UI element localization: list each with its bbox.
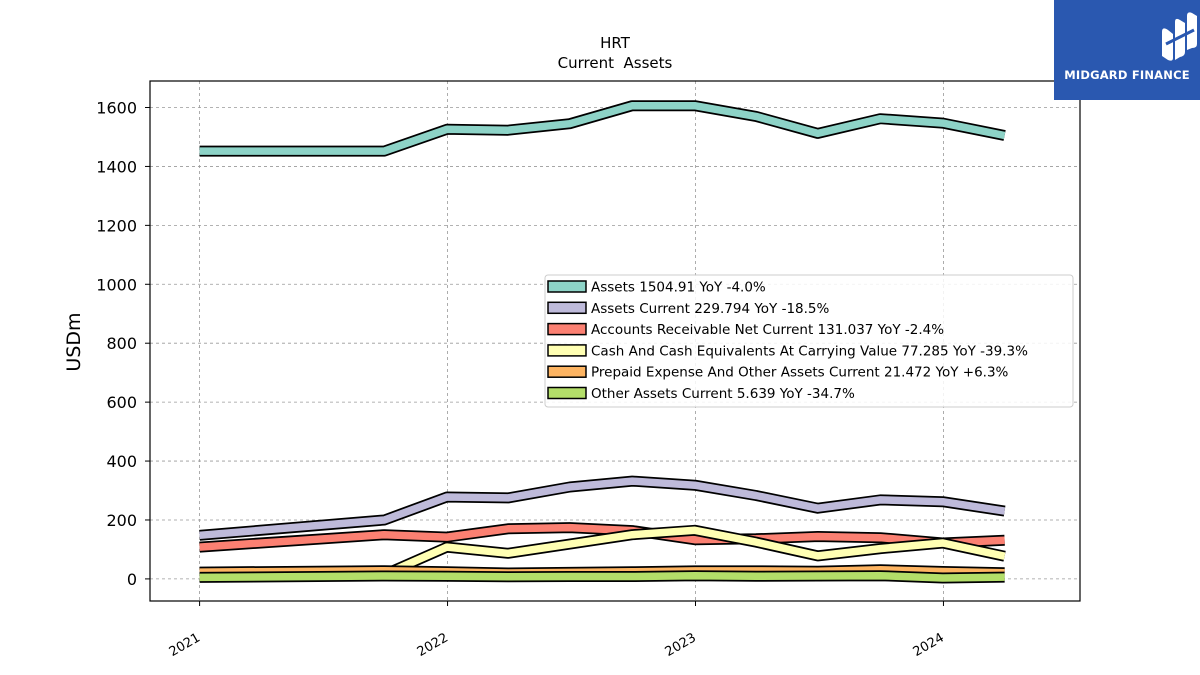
y-tick-label: 1000 (96, 275, 137, 294)
legend-swatch (547, 322, 587, 336)
x-tick-label: 2024 (911, 630, 947, 660)
y-tick-label: 200 (106, 511, 137, 530)
logo-mark-icon (1162, 12, 1197, 61)
series-line-1 (199, 100, 1006, 157)
series-line-4 (382, 524, 1006, 580)
legend-label: Assets Current 229.794 YoY -18.5% (591, 301, 830, 317)
series-fill (199, 101, 1006, 155)
series-fill (199, 477, 1006, 540)
legend-label: Cash And Cash Equivalents At Carrying Va… (591, 343, 1028, 359)
legend-box (544, 274, 1074, 408)
legend-swatch (547, 301, 587, 315)
x-tick-label: 2022 (415, 630, 451, 660)
legend-label: Prepaid Expense And Other Assets Current… (591, 365, 1009, 381)
y-tick-label: 800 (106, 334, 137, 353)
y-tick-label: 600 (106, 393, 137, 412)
x-tick-label: 2021 (167, 630, 203, 660)
legend-label: Accounts Receivable Net Current 131.037 … (591, 322, 944, 338)
y-axis-label: USDm (63, 312, 85, 371)
legend-swatch (547, 386, 587, 400)
y-tick-label: 1400 (96, 157, 137, 176)
plot-frame (149, 80, 1081, 602)
series-fill (382, 526, 1006, 578)
y-tick-label: 400 (106, 452, 137, 471)
legend-label: Assets 1504.91 YoY -4.0% (591, 280, 766, 296)
y-tick-label: 1600 (96, 99, 137, 118)
legend-label: Other Assets Current 5.639 YoY -34.7% (591, 386, 855, 402)
legend-swatch (547, 344, 587, 357)
chart-subtitle: Current Assets (558, 54, 673, 72)
legend: Assets 1504.91 YoY -4.0% Assets Current 2… (544, 274, 1074, 408)
legend-swatch (547, 280, 587, 293)
series-layer (199, 100, 1006, 584)
y-tick-label: 1200 (96, 216, 137, 235)
x-tick-label: 2023 (663, 630, 699, 660)
legend-swatch (547, 365, 587, 378)
series-line-6 (199, 570, 1005, 584)
midgard-finance-logo: MIDGARD FINANCE (1054, 0, 1200, 100)
chart-title: HRT (600, 34, 631, 52)
series-fill (199, 571, 1005, 582)
y-tick-label: 0 (127, 570, 137, 589)
series-line-2 (199, 475, 1006, 541)
logo-text: MIDGARD FINANCE (1064, 68, 1190, 82)
